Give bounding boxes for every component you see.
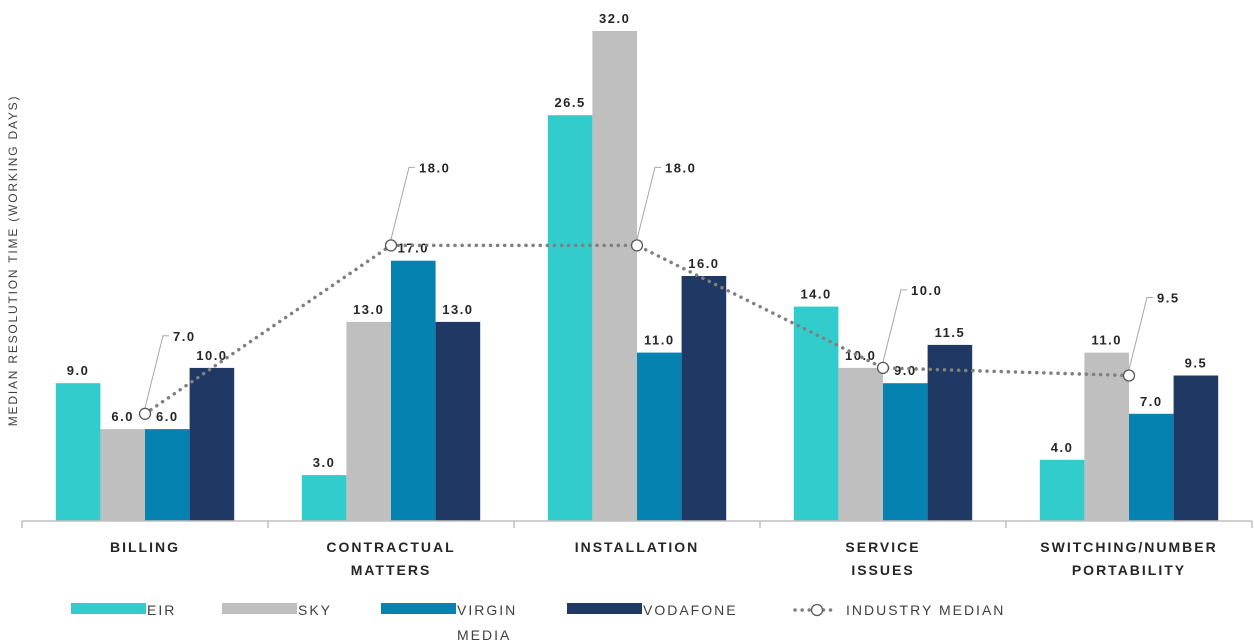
legend-label-line: EIR [147, 602, 176, 618]
bar-virgin-media-service-issues [883, 383, 928, 521]
median-marker-switching-number-portability [1122, 369, 1136, 382]
legend-label-line: VIRGIN [457, 602, 517, 618]
median-label-switching-number-portability: 9.5 [1157, 291, 1180, 306]
bar-sky-billing [100, 429, 145, 521]
category-label-installation: INSTALLATION [575, 539, 700, 555]
median-marker-contractual-matters [384, 239, 398, 252]
bar-sky-switching-number-portability [1084, 352, 1129, 521]
legend-label-industry-median: INDUSTRY MEDIAN [846, 602, 1005, 618]
industry-median-series-line [143, 243, 1131, 416]
category-label-contractual-matters: CONTRACTUAL MATTERS [326, 539, 455, 578]
data-label-eir-installation: 26.5 [554, 95, 585, 110]
median-marker-billing [138, 407, 152, 420]
category-label-line: MATTERS [351, 562, 432, 578]
category-label-service-issues: SERVICE ISSUES [845, 539, 920, 578]
legend-item-industry-median: INDUSTRY MEDIAN [793, 602, 1005, 618]
category-label-billing: BILLING [110, 539, 180, 555]
data-label-virgin-media-switching-number-portability: 7.0 [1140, 394, 1163, 409]
legend-swatch-sky [222, 603, 297, 614]
data-label-vodafone-installation: 16.0 [688, 256, 719, 271]
data-label-virgin-media-contractual-matters: 17.0 [398, 241, 429, 256]
data-label-virgin-media-service-issues: 9.0 [894, 363, 917, 378]
legend-label-line: MEDIA [457, 627, 511, 643]
data-label-vodafone-billing: 10.0 [196, 348, 227, 363]
legend-label-vodafone: VODAFONE [643, 602, 738, 618]
median-callout-leader-switching-number-portability [1128, 297, 1153, 370]
category-label-line: PORTABILITY [1072, 562, 1186, 578]
legend-item-eir: EIR [71, 602, 176, 618]
category-label-line: CONTRACTUAL [326, 539, 455, 555]
data-label-vodafone-switching-number-portability: 9.5 [1185, 356, 1208, 371]
median-label-service-issues: 10.0 [911, 283, 942, 298]
bar-vodafone-installation [681, 276, 727, 521]
median-label-contractual-matters: 18.0 [419, 160, 450, 175]
median-callout-leader-installation [636, 166, 661, 240]
data-label-eir-service-issues: 14.0 [800, 287, 831, 302]
bar-vodafone-service-issues [927, 344, 973, 521]
legend-swatch-vodafone [567, 603, 642, 614]
median-marker-installation [630, 239, 644, 252]
bar-sky-installation [592, 31, 637, 521]
legend-label-line: VODAFONE [643, 602, 738, 618]
median-callout-leader-contractual-matters [390, 166, 415, 240]
bar-eir-installation [547, 115, 593, 521]
category-label-line: ISSUES [851, 562, 914, 578]
data-label-sky-installation: 32.0 [599, 11, 630, 26]
data-label-vodafone-contractual-matters: 13.0 [442, 302, 473, 317]
legend-label-line: SKY [298, 602, 332, 618]
data-label-sky-contractual-matters: 13.0 [353, 302, 384, 317]
bar-eir-contractual-matters [301, 475, 347, 521]
data-label-eir-billing: 9.0 [67, 363, 90, 378]
bar-virgin-media-billing [145, 429, 190, 521]
legend-swatch-virgin-media [381, 603, 456, 614]
industry-median-line: 7.0 18.0 18.0 10.0 9.5 [138, 160, 1180, 420]
bar-vodafone-contractual-matters [435, 321, 481, 521]
legend: EIR SKY VIRGIN MEDIA VODAFONE INDUSTRY MEDIAN [71, 602, 1005, 643]
bar-virgin-media-contractual-matters [391, 260, 436, 521]
legend-label-virgin-media: VIRGIN MEDIA [457, 602, 517, 643]
bar-eir-billing [55, 383, 101, 521]
legend-item-virgin-media: VIRGIN MEDIA [381, 602, 517, 643]
bar-eir-service-issues [793, 306, 839, 521]
data-label-sky-switching-number-portability: 11.0 [1091, 333, 1122, 348]
data-label-virgin-media-billing: 6.0 [156, 409, 179, 424]
legend-item-sky: SKY [222, 602, 332, 618]
data-label-vodafone-service-issues: 11.5 [935, 325, 966, 340]
bars [55, 31, 1219, 522]
data-label-virgin-media-installation: 11.0 [644, 333, 675, 348]
data-label-sky-billing: 6.0 [111, 409, 134, 424]
legend-swatch-eir [71, 603, 146, 614]
x-axis [21, 520, 1253, 528]
legend-label-eir: EIR [147, 602, 176, 618]
median-label-billing: 7.0 [173, 329, 196, 344]
bar-vodafone-switching-number-portability [1173, 375, 1219, 521]
bar-sky-contractual-matters [346, 321, 391, 521]
bar-vodafone-billing [189, 367, 235, 521]
y-axis-title: MEDIAN RESOLUTION TIME (WORKING DAYS) [6, 95, 20, 427]
category-labels: BILLING CONTRACTUAL MATTERS INSTALLATION SER… [110, 539, 1217, 578]
bar-sky-service-issues [838, 367, 883, 521]
legend-marker-sample [810, 603, 824, 617]
median-label-installation: 18.0 [665, 160, 696, 175]
data-label-eir-contractual-matters: 3.0 [313, 455, 336, 470]
category-label-line: SWITCHING/NUMBER [1040, 539, 1217, 555]
category-label-line: SERVICE [845, 539, 920, 555]
legend-label-sky: SKY [298, 602, 332, 618]
data-label-eir-switching-number-portability: 4.0 [1051, 440, 1074, 455]
legend-item-vodafone: VODAFONE [567, 602, 738, 618]
median-marker-service-issues [876, 361, 890, 375]
median-callout-leader-service-issues [882, 289, 907, 363]
category-label-line: BILLING [110, 539, 180, 555]
y-axis-label: MEDIAN RESOLUTION TIME (WORKING DAYS) [6, 95, 20, 427]
bar-eir-switching-number-portability [1039, 459, 1085, 522]
bar-virgin-media-switching-number-portability [1129, 413, 1174, 521]
bar-virgin-media-installation [637, 352, 682, 521]
category-label-switching-number-portability: SWITCHING/NUMBER PORTABILITY [1040, 539, 1217, 578]
median-callout-leader-billing [144, 335, 169, 408]
category-label-line: INSTALLATION [575, 539, 700, 555]
